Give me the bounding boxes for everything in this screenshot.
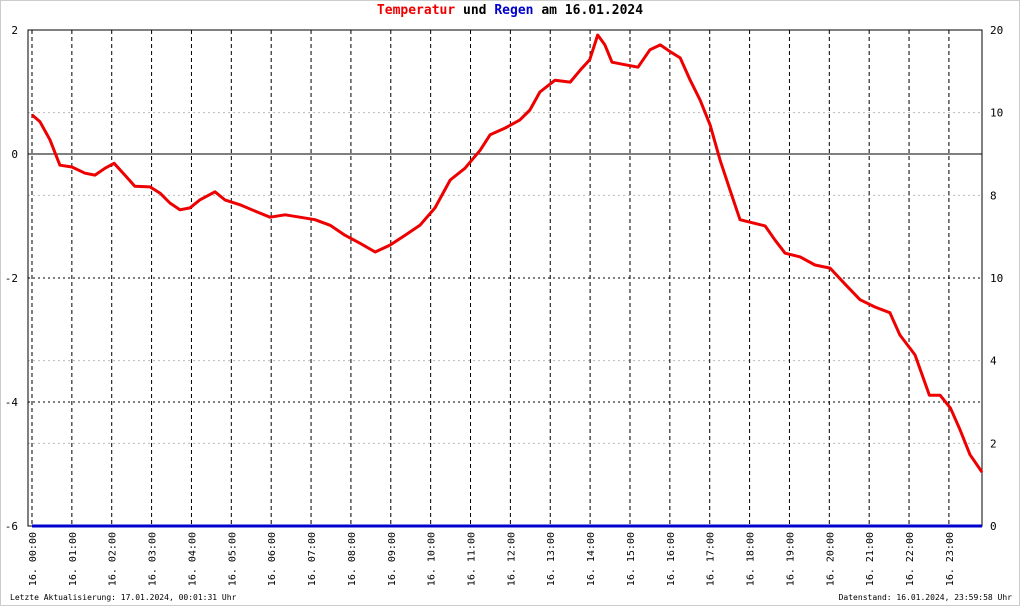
x-tick-label: 16. 00:00 <box>28 532 39 586</box>
y2-tick-label: 4 <box>990 355 997 368</box>
footer-left: Letzte Aktualisierung: 17.01.2024, 00:01… <box>10 593 237 602</box>
title-suffix: am 16.01.2024 <box>541 3 643 18</box>
x-tick-label: 16. 09:00 <box>387 532 398 586</box>
x-tick-label: 16. 21:00 <box>865 532 876 586</box>
title-temp: Temperatur <box>377 3 455 18</box>
footer-right: Datenstand: 16.01.2024, 23:59:58 Uhr <box>839 593 1013 602</box>
x-tick-label: 16. 22:00 <box>905 532 916 586</box>
y2-tick-label: 10 <box>990 272 1003 285</box>
chart-title: Temperatur und Regen am 16.01.2024 <box>377 3 643 18</box>
x-tick-label: 16. 18:00 <box>746 532 757 586</box>
x-tick-label: 16. 03:00 <box>148 532 159 586</box>
y-tick-label: -4 <box>5 396 19 409</box>
series-line <box>31 33 984 473</box>
y2-tick-label: 2 <box>990 437 997 450</box>
y-tick-label: -6 <box>5 520 18 533</box>
x-tick-label: 16. 10:00 <box>427 532 438 586</box>
y2-tick-label: 0 <box>990 520 997 533</box>
y2-tick-label: 20 <box>990 24 1003 37</box>
x-tick-label: 16. 15:00 <box>626 532 637 586</box>
x-tick-label: 16. 07:00 <box>307 532 318 586</box>
x-tick-label: 16. 13:00 <box>546 532 557 586</box>
x-tick-label: 16. 08:00 <box>347 532 358 586</box>
x-tick-label: 16. 14:00 <box>586 532 597 586</box>
y-tick-label: 0 <box>11 148 18 161</box>
y-tick-label: -2 <box>5 272 18 285</box>
title-rain: Regen <box>494 3 533 18</box>
title-joiner: und <box>463 3 486 18</box>
y-tick-label: 2 <box>11 24 18 37</box>
y2-tick-label: 8 <box>990 189 997 202</box>
x-tick-label: 16. 19:00 <box>785 532 796 586</box>
x-tick-label: 16. 04:00 <box>187 532 198 586</box>
x-tick-label: 16. 20:00 <box>825 532 836 586</box>
y2-tick-label: 10 <box>990 107 1003 120</box>
x-tick-label: 16. 12:00 <box>506 532 517 586</box>
x-tick-label: 16. 02:00 <box>108 532 119 586</box>
x-tick-label: 16. 17:00 <box>706 532 717 586</box>
x-tick-label: 16. 05:00 <box>227 532 238 586</box>
x-tick-label: 16. 11:00 <box>467 532 478 586</box>
x-tick-label: 16. 01:00 <box>68 532 79 586</box>
x-tick-label: 16. 23:00 <box>945 532 956 586</box>
x-tick-label: 16. 06:00 <box>267 532 278 586</box>
x-tick-label: 16. 16:00 <box>666 532 677 586</box>
